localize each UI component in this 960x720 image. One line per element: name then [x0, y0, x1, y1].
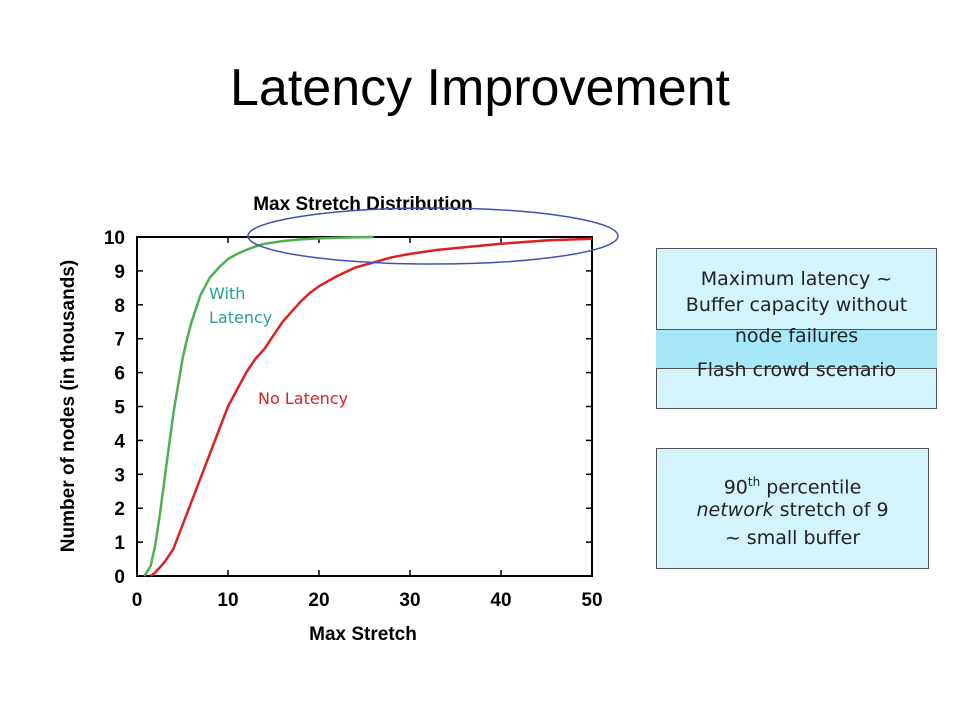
- y-tick-label: 1: [114, 533, 125, 554]
- slide-title: Latency Improvement: [229, 59, 731, 117]
- y-tick-label: 4: [114, 431, 125, 452]
- series-line-no-latency: [149, 237, 593, 577]
- highlight-ellipse: [247, 207, 619, 265]
- series-line-with-latency: [143, 235, 374, 577]
- no-latency-label: No Latency: [258, 389, 348, 408]
- percentile-line-1: 90th percentile: [723, 475, 862, 499]
- y-tick-label: 8: [114, 296, 125, 317]
- x-tick-label: 20: [308, 590, 329, 611]
- y-tick-label: 3: [114, 465, 125, 486]
- y-tick-label: 10: [104, 228, 125, 249]
- callout-line-1: Maximum latency ~: [700, 268, 893, 290]
- chart-title: Max Stretch Distribution: [253, 194, 473, 215]
- with-latency-label: With Latency: [209, 284, 272, 327]
- y-axis-label: Number of nodes (in thousands): [58, 260, 79, 552]
- y-tick-label: 0: [114, 567, 125, 588]
- x-tick-label: 30: [399, 590, 420, 611]
- x-axis-label: Max Stretch: [309, 624, 417, 645]
- percentile-line-3: ~ small buffer: [724, 527, 861, 549]
- y-tick-label: 9: [114, 262, 125, 283]
- x-tick-label: 10: [217, 590, 238, 611]
- y-tick-label: 2: [114, 499, 125, 520]
- callout-line-3: node failures: [734, 325, 859, 347]
- callout-line-2: Buffer capacity without: [685, 294, 908, 316]
- percentile-line-2: network stretch of 9: [696, 499, 889, 521]
- callout-line-4: Flash crowd scenario: [696, 359, 897, 381]
- x-tick-label: 50: [581, 590, 602, 611]
- x-tick-label: 0: [132, 590, 143, 611]
- x-tick-label: 40: [490, 590, 511, 611]
- y-tick-label: 7: [114, 330, 125, 351]
- y-tick-label: 6: [114, 364, 125, 385]
- flash-crowd-band: [656, 329, 937, 369]
- percentile-callout: 90th percentile network stretch of 9 ~ s…: [656, 448, 929, 569]
- y-tick-label: 5: [114, 398, 125, 419]
- latency-callout: Maximum latency ~ Buffer capacity withou…: [656, 248, 937, 409]
